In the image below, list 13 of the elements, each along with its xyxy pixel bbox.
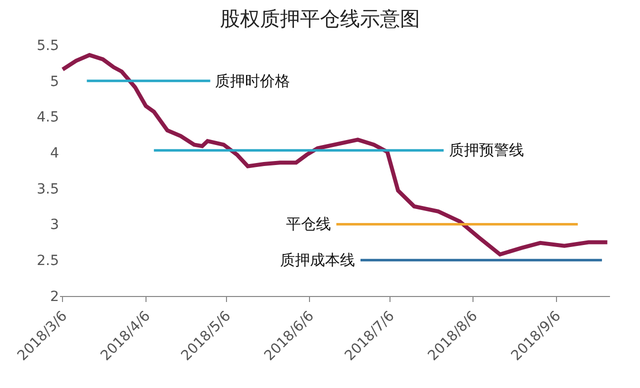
- series-label: 质押时价格: [215, 72, 290, 90]
- y-tick-label: 3: [50, 217, 59, 234]
- y-tick-label: 3.5: [36, 181, 59, 198]
- y-tick-label: 5.5: [36, 38, 59, 54]
- y-tick-label: 5: [50, 74, 59, 90]
- chart-title: 股权质押平仓线示意图: [220, 6, 420, 31]
- y-tick-label: 4.5: [36, 110, 59, 126]
- y-tick-label: 2: [50, 288, 59, 305]
- series-label: 质押预警线: [449, 141, 524, 159]
- series-label: 质押成本线: [280, 251, 355, 269]
- y-tick-label: 4: [50, 145, 60, 162]
- series-label: 平仓线: [286, 215, 331, 233]
- y-tick-label: 2.5: [36, 253, 59, 270]
